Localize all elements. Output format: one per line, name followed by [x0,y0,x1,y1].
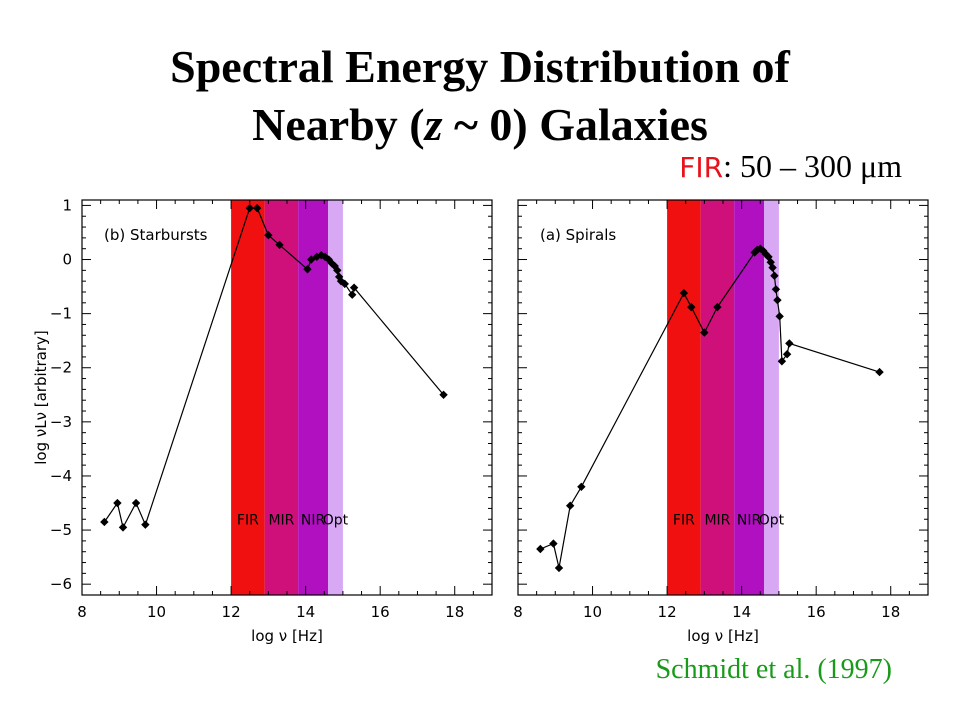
data-point [252,203,262,213]
data-point [764,252,773,262]
y-tick-label: −5 [50,521,72,539]
x-tick-label: 8 [513,603,523,621]
data-point [687,302,696,312]
band-mir [700,200,735,595]
data-point [679,288,689,298]
data-point [303,265,312,274]
data-point [750,248,759,257]
title-z-symbol: z [424,99,443,150]
data-point [348,290,357,299]
data-point [100,517,109,527]
data-point [756,244,765,253]
data-point [439,390,448,399]
data-point [713,302,722,312]
x-tick-label: 12 [222,603,241,621]
data-point [118,523,128,532]
data-point [785,339,794,348]
y-tick-label: 0 [62,251,72,269]
data-point [141,520,150,529]
band-label-opt: Opt [759,513,785,529]
x-tick-label: 14 [296,603,315,621]
fir-range-note: FIR: 50 – 300 μm [679,148,902,185]
y-tick-label: −1 [50,305,72,323]
data-point [307,255,316,264]
x-tick-label: 14 [732,603,751,621]
data-point [349,283,359,292]
x-tick-label: 12 [658,603,677,621]
band-mir [264,200,299,595]
data-point [773,295,782,305]
title-prefix: Nearby ( [252,99,425,150]
x-tick-label: 16 [807,603,826,621]
chart-title-line-1: Spectral Energy Distribution of [170,41,790,92]
data-point [549,539,558,548]
fir-label: FIR [679,151,724,184]
x-tick-label: 10 [583,603,602,621]
band-fir [231,200,265,595]
band-opt [328,200,343,595]
title-suffix: ~ 0) Galaxies [442,99,708,150]
data-point [768,263,777,272]
band-label-fir: FIR [237,513,259,529]
data-point [771,285,781,294]
y-axis-label: log νLν [arbitrary] [32,330,50,465]
panel-label: (b) Starbursts [104,226,208,244]
chart-title-line-2: Nearby (z ~ 0) Galaxies [0,98,960,152]
band-label-mir: MIR [704,513,730,529]
band-label-nir: NIR [737,513,762,529]
fir-range: : 50 – 300 μm [723,148,902,184]
data-point [875,367,884,377]
data-point [264,230,273,240]
band-label-mir: MIR [268,513,294,529]
y-tick-label: 1 [62,196,72,214]
data-point [340,279,349,289]
band-label-nir: NIR [301,513,326,529]
data-point [554,563,564,573]
data-point [131,498,141,508]
data-point [770,271,779,280]
data-point [759,246,768,256]
data-point [782,350,792,359]
citation: Schmidt et al. (1997) [655,654,892,685]
band-label-fir: FIR [673,513,695,529]
data-point [775,312,784,321]
data-point [275,240,284,250]
data-point [565,501,575,510]
band-fir [667,200,701,595]
data-point [333,266,342,275]
data-point [113,498,122,508]
data-point [777,357,787,366]
band-nir [734,200,764,595]
panel-label: (a) Spirals [540,226,616,244]
y-tick-label: −2 [50,359,72,377]
x-tick-label: 16 [371,603,390,621]
data-point [577,482,586,491]
data-point [700,328,709,337]
y-tick-label: −3 [50,413,72,431]
band-label-opt: Opt [323,513,349,529]
y-tick-label: −6 [50,575,72,593]
x-tick-label: 18 [445,603,464,621]
x-tick-label: 18 [881,603,900,621]
x-tick-label: 8 [77,603,87,621]
y-tick-label: −4 [50,467,72,485]
x-axis-label: log ν [Hz] [251,627,323,645]
data-point [245,203,254,213]
data-point [536,544,545,554]
x-axis-label: log ν [Hz] [687,627,759,645]
x-tick-label: 10 [147,603,166,621]
